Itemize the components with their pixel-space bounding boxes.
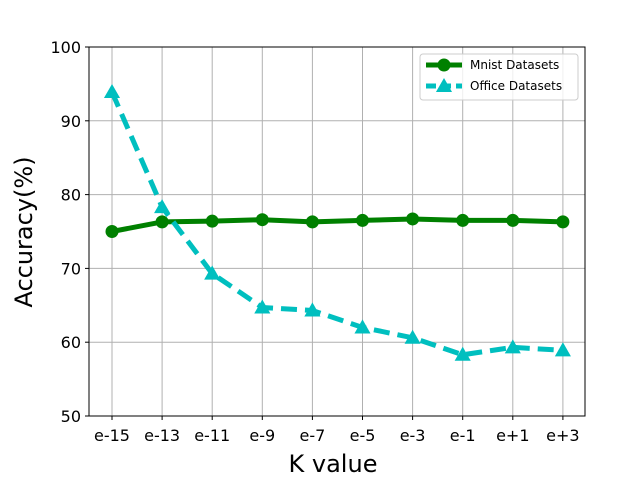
series-office-datasets — [103, 83, 571, 361]
series-line — [109, 91, 564, 358]
x-tick-label: e-3 — [400, 426, 426, 445]
data-point — [204, 265, 221, 280]
data-point — [454, 346, 471, 361]
data-point — [255, 213, 269, 227]
legend-entry-label: Mnist Datasets — [470, 58, 559, 72]
data-point — [554, 342, 571, 357]
data-point — [504, 339, 521, 354]
series-layer — [103, 83, 571, 361]
data-point — [404, 329, 421, 344]
x-tick-label: e-9 — [249, 426, 275, 445]
data-point — [305, 215, 319, 229]
y-tick-label: 70 — [61, 259, 81, 278]
data-point — [155, 215, 169, 229]
legend: Mnist Datasets Office Datasets — [419, 53, 579, 101]
data-point — [205, 214, 219, 228]
x-axis-ticks: e-15 e-13 e-11 e-9 e-7 e-5 e-3 e-1 e+1 e+3 — [94, 416, 580, 445]
series-mnist-datasets — [105, 212, 570, 238]
y-tick-label: 90 — [61, 112, 81, 131]
y-tick-label: 60 — [61, 333, 81, 352]
data-point — [506, 213, 520, 227]
data-point — [354, 319, 371, 334]
data-point — [556, 215, 570, 229]
data-point — [456, 213, 470, 227]
x-tick-label: e-11 — [194, 426, 230, 445]
x-tick-label: e+1 — [496, 426, 529, 445]
data-point — [154, 199, 171, 214]
data-point — [254, 299, 271, 314]
x-tick-label: e+3 — [546, 426, 579, 445]
legend-swatch-marker — [437, 58, 451, 72]
y-tick-label: 100 — [50, 38, 81, 57]
data-point — [105, 225, 119, 238]
legend-entry-label: Office Datasets — [470, 79, 562, 93]
data-point — [304, 302, 321, 317]
series-line — [111, 216, 563, 234]
data-point — [103, 83, 121, 99]
plot-area-frame — [88, 46, 586, 417]
legend-swatch-marker — [435, 77, 453, 93]
x-tick-label: e-5 — [350, 426, 376, 445]
x-tick-label: e-15 — [94, 426, 130, 445]
x-tick-label: e-7 — [300, 426, 326, 445]
data-point — [356, 213, 369, 227]
y-tick-label: 80 — [61, 186, 81, 205]
y-tick-label: 50 — [61, 407, 81, 426]
x-axis-label: K value — [289, 450, 378, 478]
y-axis-ticks: 50 60 70 80 90 100 — [50, 38, 89, 426]
data-point — [406, 212, 420, 226]
y-axis-label: Accuracy(%) — [10, 156, 38, 307]
x-tick-label: e-1 — [450, 426, 476, 445]
x-tick-label: e-13 — [144, 426, 180, 445]
